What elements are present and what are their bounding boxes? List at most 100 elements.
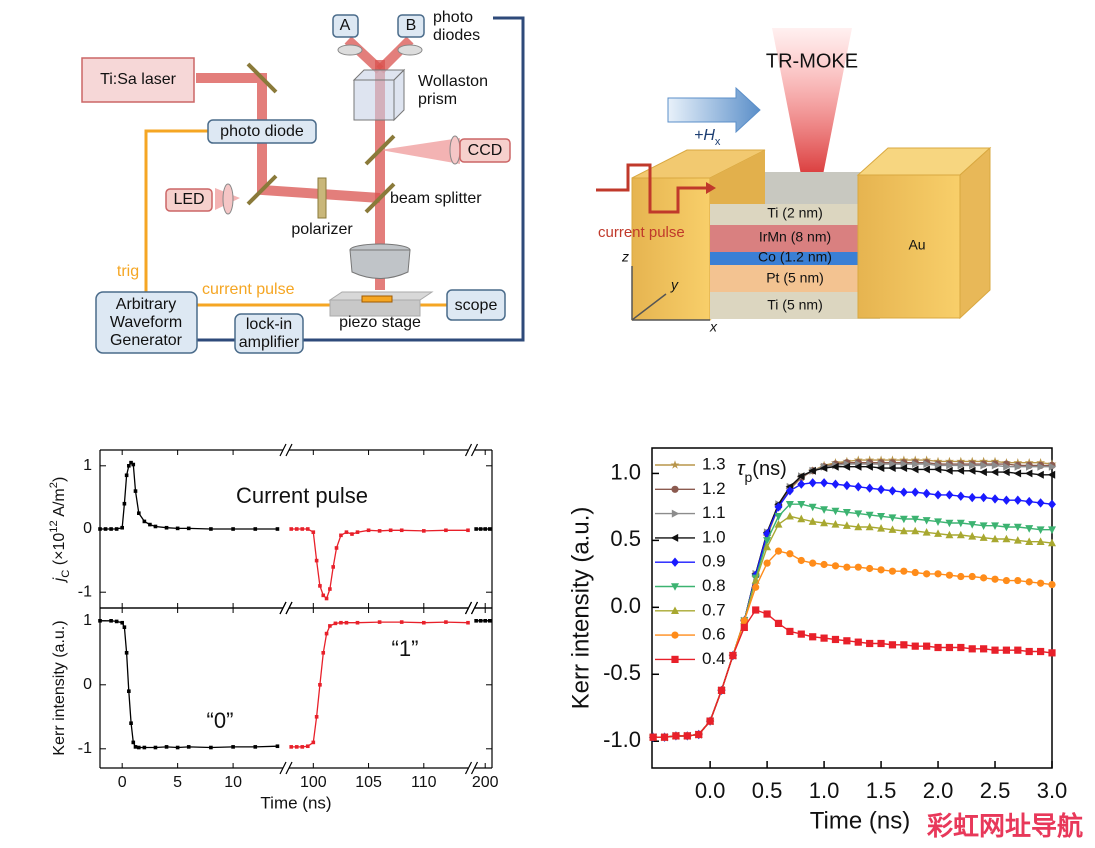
- box: [165, 188, 213, 212]
- marker: [1048, 649, 1056, 657]
- legend-label: 0.8: [702, 576, 726, 595]
- marker: [399, 528, 404, 533]
- x-tick-label: 5: [173, 774, 182, 791]
- marker: [377, 529, 382, 533]
- marker: [888, 486, 897, 496]
- marker: [808, 517, 817, 525]
- marker: [300, 745, 305, 749]
- marker: [957, 461, 966, 470]
- marker: [957, 572, 965, 581]
- marker: [900, 567, 908, 575]
- marker: [842, 521, 851, 529]
- marker: [968, 645, 976, 653]
- label: Generator: [110, 332, 183, 349]
- marker: [991, 534, 999, 543]
- marker: [231, 527, 235, 531]
- label: A: [340, 17, 351, 34]
- marker: [253, 745, 258, 749]
- marker: [774, 619, 783, 627]
- box: [446, 289, 506, 321]
- axis-label: jC (×1012 A/m2): [48, 477, 72, 584]
- marker: [209, 745, 213, 750]
- marker: [133, 745, 138, 749]
- marker: [843, 637, 851, 645]
- setup-diagram: Ti:Sa laser photo diode LED polarizer be…: [81, 9, 525, 354]
- y-tick-label: 0.5: [610, 526, 641, 551]
- label: Ti (5 nm): [767, 297, 822, 313]
- x-tick-label: 2.0: [923, 778, 954, 803]
- box: [459, 138, 511, 163]
- marker: [763, 529, 772, 539]
- marker: [109, 619, 113, 623]
- legend-marker: [671, 583, 679, 591]
- y-tick-label: 1.0: [610, 459, 641, 484]
- label: Wollaston: [418, 73, 488, 90]
- marker: [797, 501, 806, 509]
- marker: [752, 583, 760, 591]
- marker: [808, 466, 816, 475]
- marker: [797, 630, 805, 638]
- marker: [729, 651, 737, 660]
- marker: [785, 512, 794, 520]
- marker: [980, 574, 988, 582]
- marker: [991, 522, 999, 530]
- label: y: [670, 277, 679, 293]
- label-part: 2: [48, 482, 60, 488]
- marker: [683, 732, 691, 740]
- pulse-arrow: [706, 182, 716, 194]
- marker: [1048, 499, 1056, 509]
- legend-marker: [671, 509, 680, 518]
- marker: [1036, 498, 1045, 508]
- series-line: [291, 528, 468, 600]
- marker: [305, 527, 310, 531]
- marker: [1037, 579, 1045, 587]
- marker: [487, 619, 492, 623]
- box: [95, 291, 198, 354]
- marker: [888, 567, 897, 575]
- marker: [899, 526, 908, 535]
- marker: [831, 562, 840, 570]
- x-axis-label: Time (ns): [810, 807, 910, 834]
- marker: [311, 530, 316, 534]
- marker: [820, 518, 828, 527]
- marker: [122, 501, 127, 506]
- marker: [120, 525, 124, 530]
- marker: [717, 686, 726, 694]
- marker: [900, 641, 908, 649]
- marker: [1025, 537, 1034, 545]
- marker: [785, 501, 794, 509]
- label: LED: [173, 191, 204, 208]
- marker: [740, 617, 748, 625]
- marker: [1013, 495, 1022, 505]
- marker: [1014, 462, 1023, 471]
- series-line: [100, 620, 278, 749]
- marker: [934, 643, 942, 652]
- y-tick-label: 0.0: [610, 593, 641, 618]
- marker: [318, 584, 322, 588]
- series-line: [291, 621, 469, 748]
- label: CCD: [468, 142, 503, 159]
- axis-break: [279, 761, 287, 775]
- legend-label: 0.9: [702, 552, 726, 571]
- axis-label: τp(ns): [737, 458, 787, 484]
- marker: [968, 572, 976, 581]
- marker: [877, 566, 885, 574]
- marker: [1003, 462, 1011, 471]
- marker: [889, 460, 897, 468]
- marker: [1024, 469, 1033, 478]
- marker: [1002, 646, 1011, 654]
- axis-break: [470, 601, 479, 615]
- marker: [980, 461, 988, 470]
- label-part: p: [744, 469, 752, 485]
- marker: [333, 621, 338, 626]
- marker: [786, 550, 794, 558]
- marker: [1013, 536, 1022, 544]
- label: Pt (5 nm): [766, 270, 824, 286]
- box: [397, 14, 425, 38]
- marker: [854, 522, 863, 531]
- marker: [275, 744, 280, 749]
- marker: [877, 484, 885, 495]
- marker: [649, 733, 657, 741]
- marker: [127, 689, 131, 693]
- marker: [899, 464, 908, 472]
